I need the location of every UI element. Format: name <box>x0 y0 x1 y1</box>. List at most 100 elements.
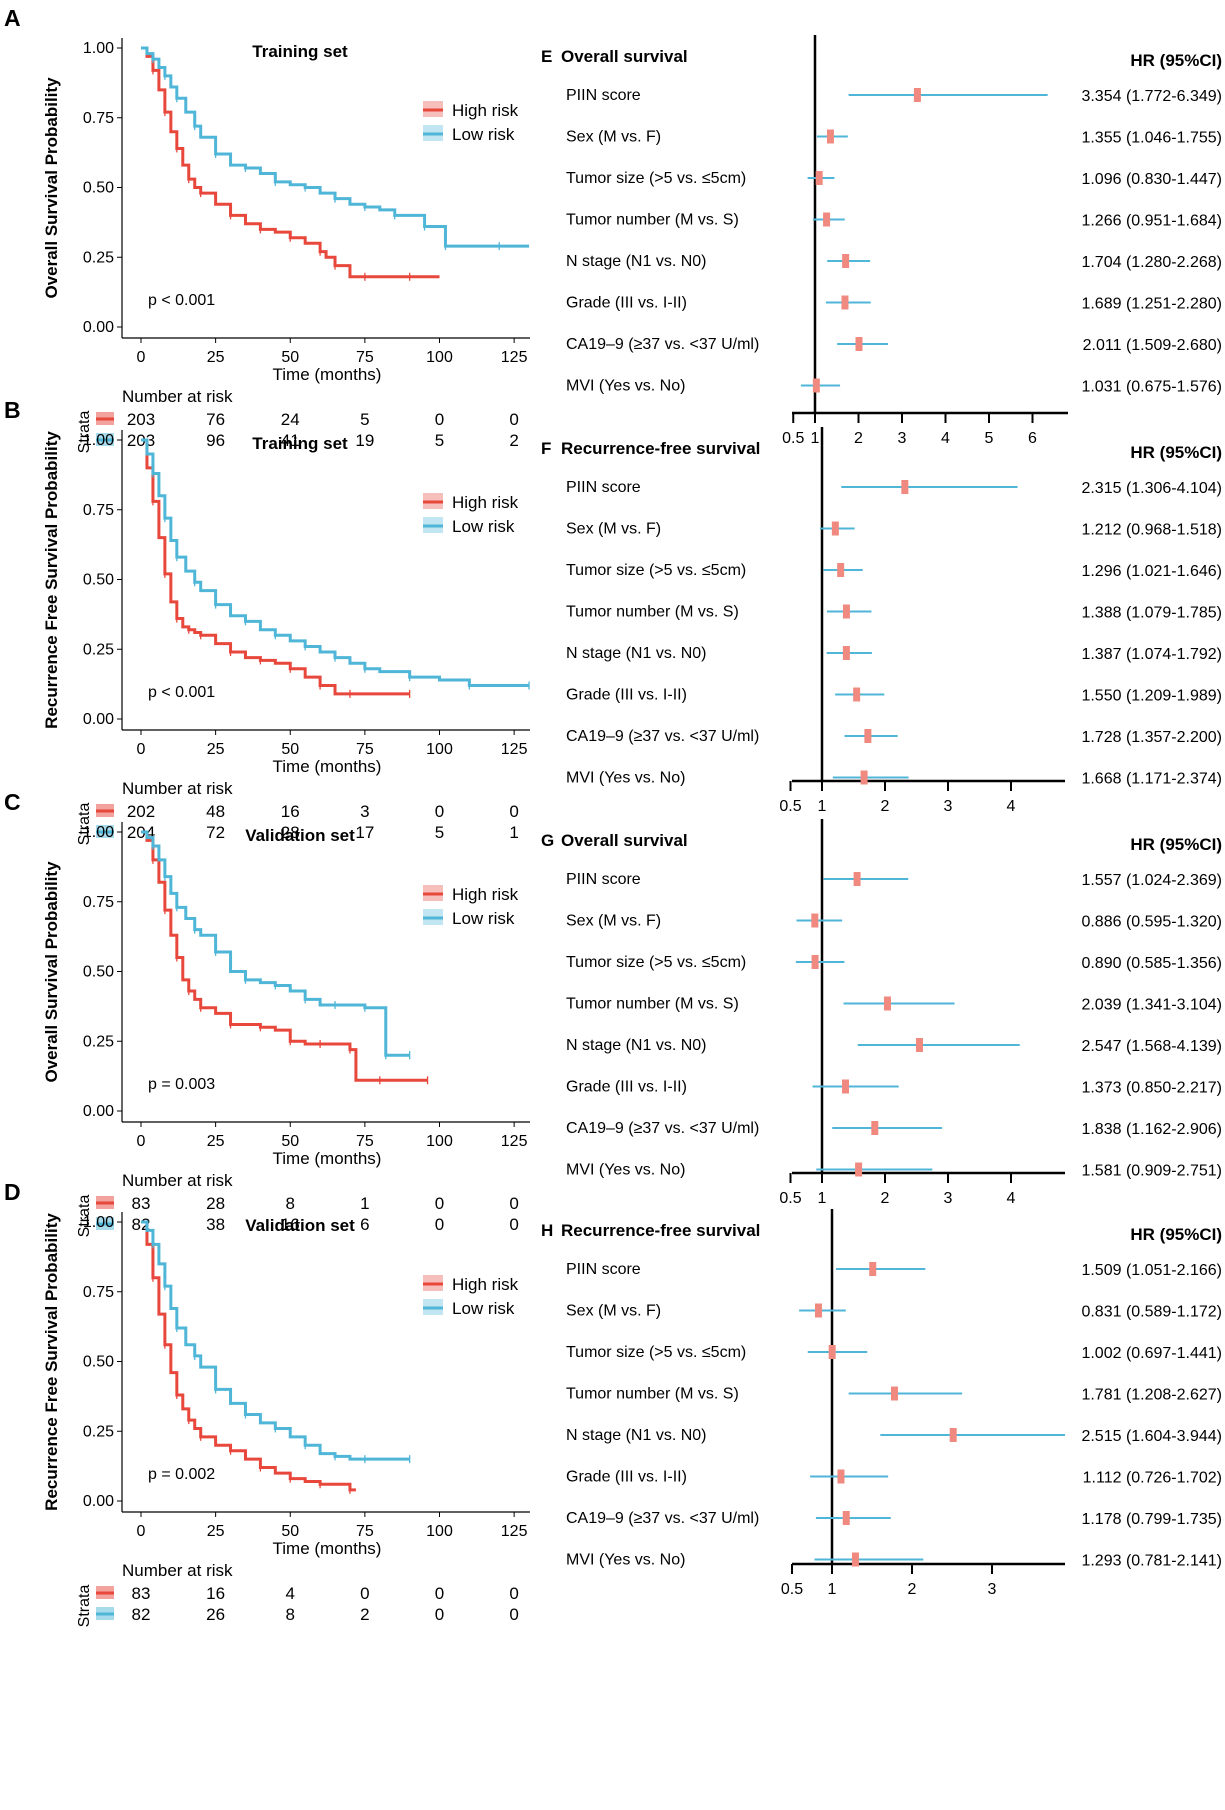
x-tick-label: 2 <box>854 430 863 447</box>
x-axis-title: Time (months) <box>273 757 382 776</box>
x-tick-label: 75 <box>356 349 374 366</box>
forest-title: Recurrence-free survival <box>561 439 760 458</box>
hr-value: 1.668 (1.171-2.374) <box>1081 771 1222 788</box>
hr-box <box>915 1038 923 1052</box>
hr-value: 1.387 (1.074-1.792) <box>1081 646 1222 663</box>
y-tick-label: 0.00 <box>83 1103 114 1120</box>
risk-count: 16 <box>281 802 300 821</box>
hr-value: 2.039 (1.341-3.104) <box>1081 997 1222 1014</box>
risk-count: 26 <box>206 1605 225 1624</box>
hr-value: 1.838 (1.162-2.906) <box>1081 1121 1222 1138</box>
risk-count: 38 <box>206 1215 225 1234</box>
hr-box <box>826 129 834 144</box>
hr-box <box>842 1511 850 1525</box>
row-label: N stage (N1 vs. N0) <box>566 1427 706 1444</box>
x-tick-label: 6 <box>1028 430 1037 447</box>
forest-panel-g: G Overall survival HR (95%CI) 0.5 1 2 3 4 PIIN s… <box>541 819 1222 1207</box>
hr-box <box>815 171 823 185</box>
risk-count: 0 <box>509 1215 518 1234</box>
y-tick-label: 0.50 <box>83 1354 114 1371</box>
hr-value: 0.886 (0.595-1.320) <box>1081 914 1222 931</box>
hr-value: 3.354 (1.772-6.349) <box>1081 88 1222 105</box>
x-tick-label: 4 <box>1007 1190 1016 1207</box>
row-label: MVI (Yes vs. No) <box>566 1162 685 1179</box>
risk-count: 2 <box>360 1605 369 1624</box>
risk-count: 0 <box>435 1215 444 1234</box>
hr-box <box>811 913 819 928</box>
risk-count: 16 <box>281 1215 300 1234</box>
plot-title: Validation set <box>245 826 355 845</box>
y-tick-label: 0.00 <box>83 1493 114 1510</box>
panel-label: B <box>4 397 21 423</box>
panel-label: G <box>541 831 554 850</box>
forest-panel-f: F Recurrence-free survival HR (95%CI) 0.5 1 2… <box>541 427 1222 815</box>
row-label: CA19–9 (≥37 vs. <37 U/ml) <box>566 336 759 353</box>
y-axis-title: Overall Survival Probability <box>42 77 61 299</box>
hr-header: HR (95%CI) <box>1130 1225 1222 1244</box>
y-tick-label: 0.75 <box>83 502 114 519</box>
hr-box <box>841 1079 849 1094</box>
hr-box <box>842 604 850 619</box>
risk-count: 2 <box>509 431 518 450</box>
row-label: N stage (N1 vs. N0) <box>566 645 706 662</box>
y-tick-label: 0.00 <box>83 711 114 728</box>
y-tick-label: 0.00 <box>83 319 114 336</box>
risk-count: 48 <box>206 802 225 821</box>
km-curve-low-risk <box>141 830 410 1057</box>
risk-count: 0 <box>435 410 444 429</box>
km-panel-a: A Training set Overall Survival Probabilit… <box>4 5 530 453</box>
row-label: N stage (N1 vs. N0) <box>566 253 706 270</box>
x-tick-label: 1 <box>818 1190 827 1207</box>
forest-panel-e: E Overall survival HR (95%CI) 0.5 1 2 3 4 5 6 PIIN… <box>541 35 1222 447</box>
y-tick-label: 0.25 <box>83 1033 114 1050</box>
hr-box <box>864 729 872 743</box>
row-label: Tumor size (>5 vs. ≤5cm) <box>566 1344 746 1361</box>
x-axis-title: Time (months) <box>273 1539 382 1558</box>
hr-box <box>812 378 820 393</box>
x-tick-label: 75 <box>356 741 374 758</box>
risk-count: 28 <box>206 1194 225 1213</box>
p-value: p < 0.001 <box>148 292 215 309</box>
x-tick-label: 0 <box>137 1133 146 1150</box>
risk-count: 82 <box>132 1605 151 1624</box>
y-tick-label: 0.25 <box>83 1423 114 1440</box>
x-tick-label: 75 <box>356 1523 374 1540</box>
km-panel-c: C Validation set Overall Survival Probabil… <box>4 789 530 1237</box>
km-panel-d: D Validation set Recurrence Free Survival … <box>4 1179 530 1627</box>
y-tick-label: 0.50 <box>83 180 114 197</box>
risk-count: 76 <box>206 410 225 429</box>
x-tick-label: 125 <box>501 1133 528 1150</box>
strata-label: Strata <box>76 411 93 454</box>
row-label: Sex (M vs. F) <box>566 129 661 146</box>
panel-label: E <box>541 47 552 66</box>
risk-count: 0 <box>360 1584 369 1603</box>
x-tick-label: 0.5 <box>781 1581 803 1598</box>
risk-count: 1 <box>360 1194 369 1213</box>
row-label: MVI (Yes vs. No) <box>566 770 685 787</box>
x-tick-label: 100 <box>426 741 453 758</box>
hr-box <box>851 1552 859 1567</box>
row-label: MVI (Yes vs. No) <box>566 1552 685 1569</box>
risk-count: 0 <box>435 802 444 821</box>
row-label: N stage (N1 vs. N0) <box>566 1037 706 1054</box>
x-tick-label: 3 <box>988 1581 997 1598</box>
risk-count: 72 <box>206 823 225 842</box>
hr-value: 1.689 (1.251-2.280) <box>1081 296 1222 313</box>
x-tick-label: 1 <box>811 430 820 447</box>
row-label: MVI (Yes vs. No) <box>566 378 685 395</box>
hr-value: 1.096 (0.830-1.447) <box>1081 171 1222 188</box>
hr-value: 2.515 (1.604-3.944) <box>1081 1428 1222 1445</box>
risk-count: 8 <box>286 1194 295 1213</box>
legend-label-high: High risk <box>452 493 519 512</box>
y-tick-label: 0.75 <box>83 110 114 127</box>
x-tick-label: 1 <box>818 798 827 815</box>
strata-label: Strata <box>76 1585 93 1628</box>
row-label: PIIN score <box>566 871 641 888</box>
row-label: Tumor size (>5 vs. ≤5cm) <box>566 954 746 971</box>
hr-header: HR (95%CI) <box>1130 835 1222 854</box>
panel-label: H <box>541 1221 553 1240</box>
x-tick-label: 0.5 <box>779 798 801 815</box>
legend-label-low: Low risk <box>452 125 515 144</box>
km-curve-low-risk <box>141 46 530 248</box>
hr-value: 1.509 (1.051-2.166) <box>1081 1262 1222 1279</box>
